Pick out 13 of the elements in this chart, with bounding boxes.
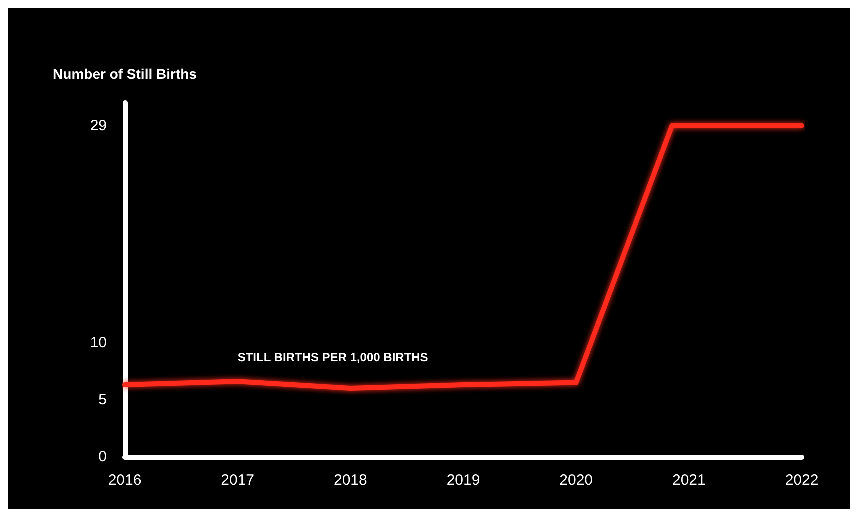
y-tick-label: 10: [90, 334, 107, 352]
x-tick-label: 2020: [560, 472, 594, 489]
x-tick-label: 2019: [446, 472, 480, 489]
x-tick-label: 2021: [672, 472, 706, 489]
y-tick-label: 5: [98, 391, 107, 408]
y-tick-label: 29: [90, 117, 107, 134]
y-tick-label: 0: [98, 448, 107, 466]
y-axis-title: Number of Still Births: [53, 66, 198, 82]
x-tick-label: 2017: [221, 472, 255, 489]
series-label: STILL BIRTHS PER 1,000 BIRTHS: [238, 350, 428, 365]
x-tick-label: 2022: [785, 472, 819, 489]
x-tick-label: 2016: [108, 472, 142, 489]
x-tick-label: 2018: [334, 472, 368, 489]
